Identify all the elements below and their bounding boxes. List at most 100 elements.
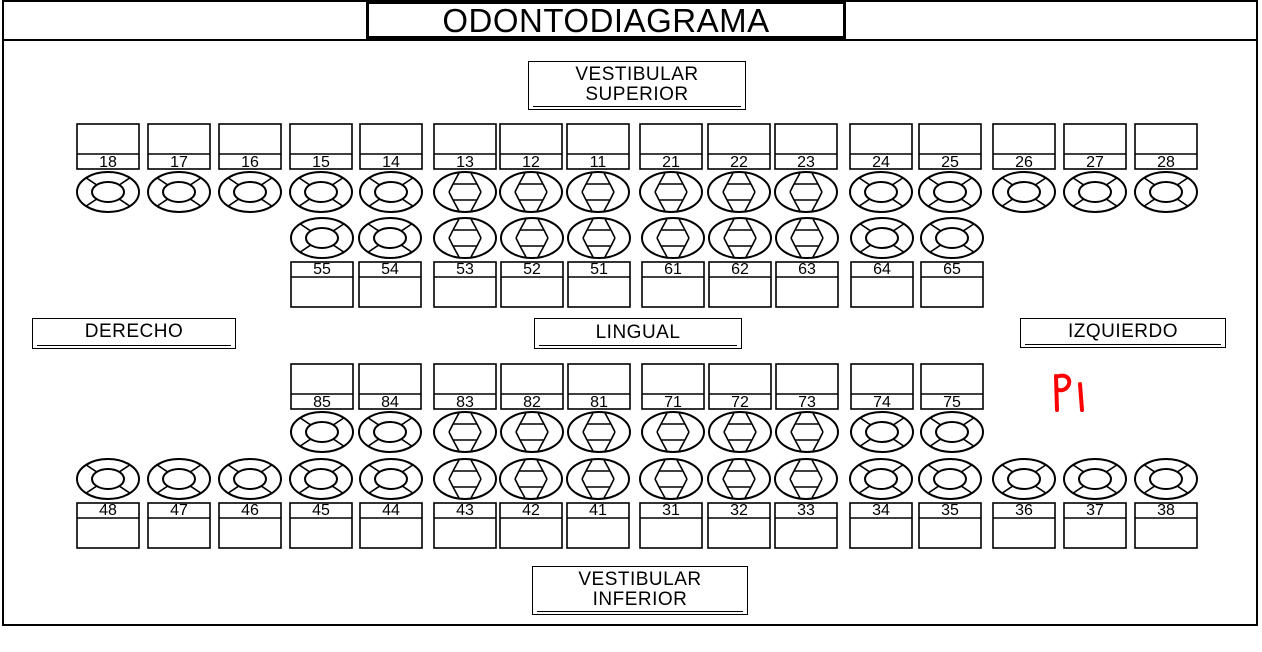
tooth-21[interactable]: 21: [639, 123, 703, 213]
tooth-71[interactable]: 71: [641, 363, 705, 453]
molar-tooth-surface-icon[interactable]: [1063, 171, 1127, 213]
molar-tooth-surface-icon[interactable]: [289, 458, 353, 500]
tooth-27[interactable]: 27: [1063, 123, 1127, 213]
molar-tooth-surface-icon[interactable]: [918, 458, 982, 500]
tooth-73[interactable]: 73: [775, 363, 839, 453]
tooth-23[interactable]: 23: [774, 123, 838, 213]
tooth-63[interactable]: 63: [775, 217, 839, 308]
tooth-51[interactable]: 51: [567, 217, 631, 308]
tooth-14[interactable]: 14: [359, 123, 423, 213]
tooth-33[interactable]: 33: [774, 458, 838, 549]
molar-tooth-surface-icon[interactable]: [76, 171, 140, 213]
tooth-45[interactable]: 45: [289, 458, 353, 549]
molar-tooth-surface-icon[interactable]: [992, 171, 1056, 213]
molar-tooth-surface-icon[interactable]: [918, 171, 982, 213]
anterior-tooth-surface-icon[interactable]: [707, 458, 771, 500]
tooth-85[interactable]: 85: [290, 363, 354, 453]
anterior-tooth-surface-icon[interactable]: [639, 171, 703, 213]
molar-tooth-surface-icon[interactable]: [359, 458, 423, 500]
anterior-tooth-surface-icon[interactable]: [774, 171, 838, 213]
tooth-37[interactable]: 37: [1063, 458, 1127, 549]
molar-tooth-surface-icon[interactable]: [1134, 171, 1198, 213]
tooth-36[interactable]: 36: [992, 458, 1056, 549]
tooth-82[interactable]: 82: [500, 363, 564, 453]
tooth-52[interactable]: 52: [500, 217, 564, 308]
tooth-54[interactable]: 54: [358, 217, 422, 308]
tooth-28[interactable]: 28: [1134, 123, 1198, 213]
anterior-tooth-surface-icon[interactable]: [707, 171, 771, 213]
tooth-61[interactable]: 61: [641, 217, 705, 308]
anterior-tooth-surface-icon[interactable]: [567, 411, 631, 453]
tooth-55[interactable]: 55: [290, 217, 354, 308]
molar-tooth-surface-icon[interactable]: [1134, 458, 1198, 500]
molar-tooth-surface-icon[interactable]: [218, 458, 282, 500]
tooth-25[interactable]: 25: [918, 123, 982, 213]
molar-tooth-surface-icon[interactable]: [147, 458, 211, 500]
tooth-48[interactable]: 48: [76, 458, 140, 549]
molar-tooth-surface-icon[interactable]: [147, 171, 211, 213]
tooth-84[interactable]: 84: [358, 363, 422, 453]
anterior-tooth-surface-icon[interactable]: [500, 411, 564, 453]
tooth-38[interactable]: 38: [1134, 458, 1198, 549]
molar-tooth-surface-icon[interactable]: [289, 171, 353, 213]
tooth-34[interactable]: 34: [849, 458, 913, 549]
molar-tooth-surface-icon[interactable]: [1063, 458, 1127, 500]
tooth-16[interactable]: 16: [218, 123, 282, 213]
molar-tooth-surface-icon[interactable]: [290, 217, 354, 259]
molar-tooth-surface-icon[interactable]: [920, 217, 984, 259]
anterior-tooth-surface-icon[interactable]: [641, 217, 705, 259]
tooth-35[interactable]: 35: [918, 458, 982, 549]
tooth-12[interactable]: 12: [499, 123, 563, 213]
tooth-72[interactable]: 72: [708, 363, 772, 453]
tooth-11[interactable]: 11: [566, 123, 630, 213]
anterior-tooth-surface-icon[interactable]: [499, 171, 563, 213]
anterior-tooth-surface-icon[interactable]: [774, 458, 838, 500]
tooth-42[interactable]: 42: [499, 458, 563, 549]
anterior-tooth-surface-icon[interactable]: [500, 217, 564, 259]
tooth-22[interactable]: 22: [707, 123, 771, 213]
tooth-24[interactable]: 24: [849, 123, 913, 213]
tooth-43[interactable]: 43: [433, 458, 497, 549]
anterior-tooth-surface-icon[interactable]: [566, 458, 630, 500]
molar-tooth-surface-icon[interactable]: [358, 217, 422, 259]
tooth-18[interactable]: 18: [76, 123, 140, 213]
tooth-44[interactable]: 44: [359, 458, 423, 549]
tooth-83[interactable]: 83: [433, 363, 497, 453]
molar-tooth-surface-icon[interactable]: [850, 217, 914, 259]
tooth-17[interactable]: 17: [147, 123, 211, 213]
anterior-tooth-surface-icon[interactable]: [433, 171, 497, 213]
tooth-31[interactable]: 31: [639, 458, 703, 549]
tooth-26[interactable]: 26: [992, 123, 1056, 213]
tooth-65[interactable]: 65: [920, 217, 984, 308]
tooth-62[interactable]: 62: [708, 217, 772, 308]
tooth-13[interactable]: 13: [433, 123, 497, 213]
tooth-81[interactable]: 81: [567, 363, 631, 453]
anterior-tooth-surface-icon[interactable]: [433, 217, 497, 259]
tooth-47[interactable]: 47: [147, 458, 211, 549]
anterior-tooth-surface-icon[interactable]: [641, 411, 705, 453]
tooth-75[interactable]: 75: [920, 363, 984, 453]
molar-tooth-surface-icon[interactable]: [992, 458, 1056, 500]
tooth-53[interactable]: 53: [433, 217, 497, 308]
anterior-tooth-surface-icon[interactable]: [708, 217, 772, 259]
tooth-64[interactable]: 64: [850, 217, 914, 308]
molar-tooth-surface-icon[interactable]: [218, 171, 282, 213]
molar-tooth-surface-icon[interactable]: [358, 411, 422, 453]
molar-tooth-surface-icon[interactable]: [849, 171, 913, 213]
tooth-15[interactable]: 15: [289, 123, 353, 213]
tooth-46[interactable]: 46: [218, 458, 282, 549]
tooth-74[interactable]: 74: [850, 363, 914, 453]
tooth-32[interactable]: 32: [707, 458, 771, 549]
molar-tooth-surface-icon[interactable]: [920, 411, 984, 453]
anterior-tooth-surface-icon[interactable]: [433, 458, 497, 500]
molar-tooth-surface-icon[interactable]: [849, 458, 913, 500]
anterior-tooth-surface-icon[interactable]: [639, 458, 703, 500]
tooth-41[interactable]: 41: [566, 458, 630, 549]
anterior-tooth-surface-icon[interactable]: [499, 458, 563, 500]
molar-tooth-surface-icon[interactable]: [76, 458, 140, 500]
anterior-tooth-surface-icon[interactable]: [433, 411, 497, 453]
anterior-tooth-surface-icon[interactable]: [775, 217, 839, 259]
molar-tooth-surface-icon[interactable]: [850, 411, 914, 453]
anterior-tooth-surface-icon[interactable]: [708, 411, 772, 453]
molar-tooth-surface-icon[interactable]: [359, 171, 423, 213]
